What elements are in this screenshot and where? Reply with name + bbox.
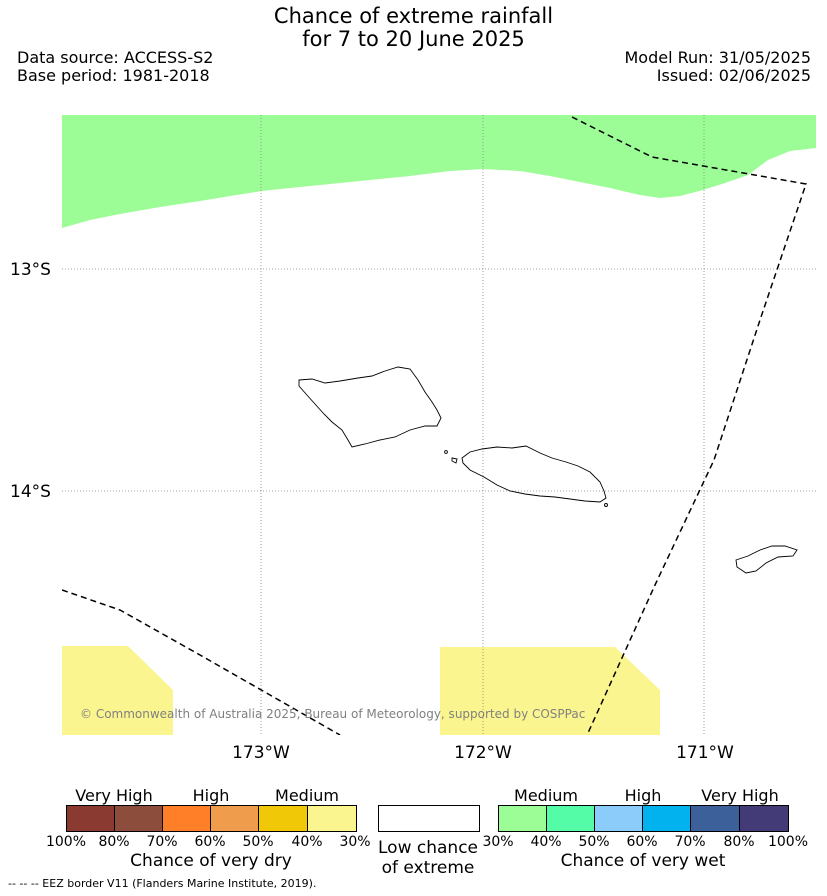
wet-cat-medium: Medium	[514, 786, 578, 805]
wet-tick: 30%	[482, 834, 514, 850]
dry-cell-40-50	[259, 806, 308, 831]
eez-border	[62, 116, 807, 735]
dry-cat-high: High	[192, 786, 230, 805]
lon-label-171w: 171°W	[676, 743, 734, 760]
coastline	[298, 366, 798, 574]
lat-label-14s: 14°S	[10, 482, 51, 502]
lon-label-173w: 173°W	[232, 743, 290, 760]
wet-tick: 50%	[578, 834, 610, 850]
dry-tick: 30%	[339, 834, 371, 850]
dry-tick: 60%	[194, 834, 226, 850]
dry-tick: 70%	[146, 834, 178, 850]
lat-label-13s: 13°S	[10, 260, 51, 280]
map-title-line1: Chance of extreme rainfall	[273, 4, 554, 28]
dry-medium-region-west	[62, 646, 173, 735]
wet-tick: 70%	[674, 834, 706, 850]
wet-medium-region	[62, 115, 816, 228]
low-chance-label-line1: Low chance	[378, 838, 478, 858]
wet-colorbar	[498, 805, 789, 832]
wet-legend-title: Chance of very wet	[560, 851, 726, 871]
dry-cell-60-70	[163, 806, 211, 831]
wet-cell-50-60	[595, 806, 643, 831]
tutuila-island	[735, 545, 798, 574]
wet-tick: 80%	[723, 834, 755, 850]
dry-legend-title: Chance of very dry	[130, 851, 292, 871]
dry-tick: 40%	[291, 834, 323, 850]
copyright-notice: © Commonwealth of Australia 2025, Bureau…	[80, 707, 585, 721]
wet-tick: 60%	[626, 834, 658, 850]
dry-medium-region-south	[440, 647, 660, 735]
wet-cell-40-50	[547, 806, 595, 831]
dry-cell-70-80	[115, 806, 163, 831]
wet-cell-80-100	[740, 806, 788, 831]
dry-cat-medium: Medium	[275, 786, 339, 805]
nuutele-islet	[604, 503, 608, 507]
dry-tick: 100%	[45, 834, 87, 850]
dry-cell-50-60	[211, 806, 259, 831]
dry-colorbar	[66, 805, 357, 832]
map-title-line2: for 7 to 20 June 2025	[302, 27, 525, 51]
dry-tick: 80%	[98, 834, 130, 850]
low-chance-box	[378, 805, 480, 832]
graticule	[62, 115, 816, 735]
wet-cell-70-80	[691, 806, 740, 831]
upolu-island	[461, 445, 607, 503]
wet-tick: 40%	[530, 834, 562, 850]
dry-cell-30-40	[308, 806, 356, 831]
dry-cell-80-100	[67, 806, 115, 831]
savaii-island	[298, 366, 442, 448]
wet-tick: 100%	[767, 834, 809, 850]
model-run-label: Model Run: 31/05/2025	[624, 48, 812, 67]
manono-islet	[444, 450, 448, 454]
dry-cat-very-high: Very High	[75, 786, 153, 805]
rainfall-map: 13°S 14°S 173°W 172°W 171°W © Commonweal…	[10, 115, 816, 760]
eez-footnote: -- -- -- EEZ border V11 (Flanders Marine…	[8, 877, 317, 890]
wet-cat-high: High	[624, 786, 662, 805]
low-chance-label-line2: of extreme	[381, 858, 475, 878]
wet-cell-30-40	[499, 806, 547, 831]
lon-label-172w: 172°W	[454, 743, 512, 760]
wet-cat-very-high: Very High	[701, 786, 779, 805]
wet-cell-60-70	[643, 806, 691, 831]
base-period-label: Base period: 1981-2018	[17, 66, 210, 85]
map-background	[62, 115, 816, 735]
issued-label: Issued: 02/06/2025	[656, 66, 811, 85]
dry-tick: 50%	[242, 834, 274, 850]
apolima-islet	[451, 457, 458, 464]
data-source-label: Data source: ACCESS-S2	[17, 48, 214, 67]
